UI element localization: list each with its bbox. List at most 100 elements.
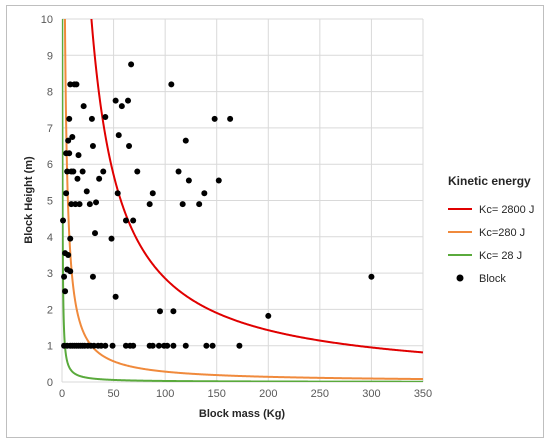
legend-point-swatch: [456, 274, 464, 282]
data-point: [170, 342, 177, 349]
data-point: [368, 273, 375, 280]
data-point: [156, 308, 163, 315]
y-tick-label: 7: [47, 123, 53, 135]
data-point: [130, 342, 137, 349]
data-point: [64, 168, 71, 175]
data-point: [76, 201, 83, 208]
legend-items: Kc= 2800 J Kc=280 J Kc= 28 J Block: [448, 204, 534, 285]
data-point: [125, 97, 132, 104]
x-tick-label: 300: [362, 388, 380, 400]
data-point: [100, 168, 107, 175]
x-tick-label: 50: [107, 388, 119, 400]
x-tick-label: 250: [311, 388, 329, 400]
y-tick-label: 1: [47, 341, 53, 353]
data-point: [69, 133, 76, 140]
y-tick-label: 10: [41, 14, 53, 26]
data-point: [149, 190, 156, 197]
x-tick-label: 350: [414, 388, 432, 400]
legend-label: Kc= 2800 J: [479, 204, 534, 216]
point-layer: [60, 61, 375, 349]
data-point: [98, 342, 105, 349]
energy-curve: [62, 19, 423, 382]
data-point: [215, 177, 222, 184]
data-point: [109, 342, 116, 349]
y-tick-label: 4: [47, 232, 53, 244]
data-point: [72, 201, 79, 208]
energy-curve: [63, 19, 423, 381]
data-point: [89, 143, 96, 150]
legend-title: Kinetic energy: [448, 174, 531, 188]
x-tick-label: 0: [59, 388, 65, 400]
data-point: [108, 235, 115, 242]
data-point: [67, 268, 74, 275]
data-point: [92, 230, 99, 237]
data-point: [102, 114, 109, 121]
data-point: [203, 342, 210, 349]
data-point: [62, 288, 69, 295]
data-point: [65, 137, 72, 144]
data-point: [236, 342, 243, 349]
data-point: [227, 115, 234, 122]
legend-label: Kc= 28 J: [479, 250, 522, 262]
legend-label: Kc=280 J: [479, 227, 525, 239]
data-point: [134, 168, 141, 175]
data-point: [149, 342, 156, 349]
y-tick-label: 8: [47, 87, 53, 99]
data-point: [211, 115, 218, 122]
data-point: [175, 168, 182, 175]
data-point: [112, 97, 119, 104]
y-tick-label: 3: [47, 268, 53, 280]
data-point: [164, 342, 171, 349]
data-point: [61, 273, 68, 280]
data-point: [74, 175, 81, 182]
data-point: [96, 175, 103, 182]
data-point: [79, 168, 86, 175]
data-point: [122, 342, 129, 349]
data-point: [201, 190, 208, 197]
data-point: [66, 115, 73, 122]
data-point: [146, 201, 153, 208]
y-axis-title: Block Height (m): [23, 156, 35, 244]
data-point: [102, 342, 109, 349]
data-point: [70, 168, 77, 175]
data-point: [265, 312, 272, 319]
legend: Kinetic energy Kc= 2800 J Kc=280 J Kc= 28 …: [448, 174, 534, 285]
data-point: [115, 132, 122, 139]
data-point: [93, 199, 100, 206]
y-tick-label: 0: [47, 377, 53, 389]
y-tick-label: 6: [47, 159, 53, 171]
chart-frame: [6, 5, 544, 438]
data-point: [196, 201, 203, 208]
data-point: [89, 273, 96, 280]
data-point: [88, 115, 95, 122]
data-point: [209, 342, 216, 349]
data-point: [65, 251, 72, 258]
data-point: [114, 190, 121, 197]
data-point: [80, 103, 87, 110]
data-point: [112, 293, 119, 300]
data-point: [67, 235, 74, 242]
y-tick-label: 5: [47, 196, 53, 208]
grid-layer: [61, 18, 424, 383]
data-point: [168, 81, 175, 88]
data-point: [67, 81, 74, 88]
data-point: [179, 201, 186, 208]
x-axis-title: Block mass (Kg): [199, 408, 286, 420]
data-point: [128, 61, 135, 68]
curve-layer: [62, 19, 423, 382]
data-point: [170, 308, 177, 315]
data-point: [86, 201, 93, 208]
data-point: [68, 201, 75, 208]
data-point: [182, 137, 189, 144]
data-point: [60, 217, 67, 224]
data-point: [83, 188, 90, 195]
x-tick-label: 200: [259, 388, 277, 400]
data-point: [66, 150, 73, 157]
legend-label: Block: [479, 273, 506, 285]
data-point: [155, 342, 162, 349]
x-tick-label: 100: [156, 388, 174, 400]
data-point: [185, 177, 192, 184]
data-point: [73, 81, 80, 88]
